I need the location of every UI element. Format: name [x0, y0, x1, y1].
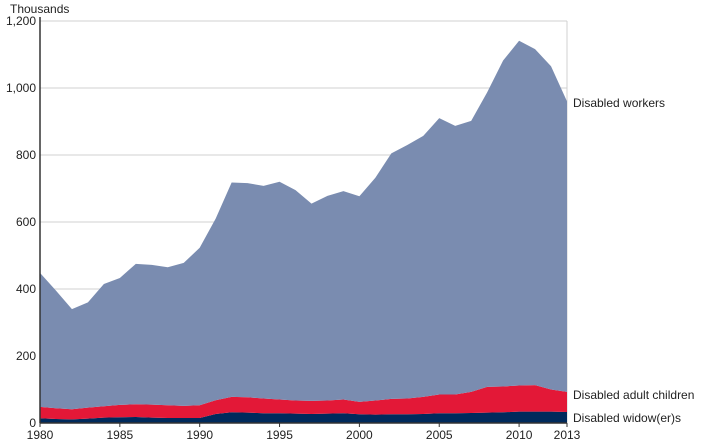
area-disabled-adult-children — [40, 385, 567, 420]
x-tick-label: 1990 — [186, 428, 213, 442]
series-label-widowers: Disabled widow(er)s — [573, 411, 681, 425]
y-axis-title: Thousands — [10, 2, 69, 16]
x-tick-label: 2010 — [506, 428, 533, 442]
series-label-workers: Disabled workers — [573, 96, 665, 110]
y-tick-label: 0 — [29, 416, 36, 430]
x-tick-label: 2005 — [426, 428, 453, 442]
series-label-children: Disabled adult children — [573, 388, 694, 402]
x-tick-label: 1980 — [27, 428, 54, 442]
y-tick-label: 600 — [16, 215, 36, 229]
axes: 0 200 400 600 800 1,000 1,200 1980 1985 1990 1995 2… — [6, 14, 581, 442]
y-tick-label: 400 — [16, 282, 36, 296]
y-tick-label: 1,200 — [6, 14, 36, 28]
areas — [40, 40, 567, 423]
area-disabled-widow-er-s — [40, 411, 567, 423]
x-tick-label: 2000 — [346, 428, 373, 442]
y-tick-label: 1,000 — [6, 81, 36, 95]
y-tick-label: 200 — [16, 349, 36, 363]
series-labels: Disabled workers Disabled adult children… — [573, 96, 694, 425]
x-tick-label: 1995 — [266, 428, 293, 442]
y-tick-label: 800 — [16, 148, 36, 162]
x-tick-label: 1985 — [106, 428, 133, 442]
area-disabled-workers — [40, 40, 567, 410]
x-tick-label: 2013 — [554, 428, 581, 442]
